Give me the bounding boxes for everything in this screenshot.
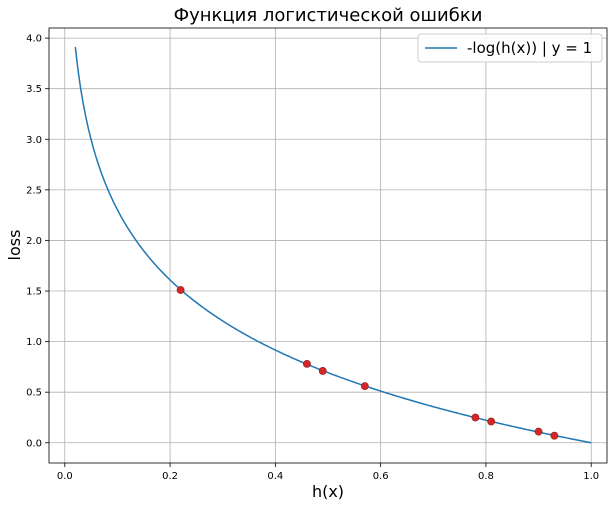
- y-tick-label: 0.0: [26, 438, 42, 449]
- x-tick-label: 0.6: [373, 471, 389, 482]
- grid-lines: [49, 28, 607, 463]
- data-point: [471, 413, 480, 422]
- x-axis-ticks: 0.0 0.2 0.4 0.6 0.8 1.0: [57, 463, 599, 482]
- legend-box: [417, 33, 603, 63]
- legend: -log(h(x)) | y = 1: [417, 33, 603, 63]
- x-tick-label: 0.2: [162, 471, 178, 482]
- plot-frame: [48, 27, 608, 464]
- legend-series-label: -log(h(x)) | y = 1: [467, 39, 592, 57]
- data-point: [318, 367, 327, 375]
- y-tick-label: 2.5: [26, 185, 42, 196]
- y-axis-ticks: 0.0 0.5 1.0 1.5 2.0 2.5 3.0 3.5 4.0: [26, 34, 49, 449]
- x-tick-label: 0.0: [57, 471, 73, 482]
- points-layer: [176, 286, 559, 440]
- data-point: [176, 286, 185, 294]
- x-tick-label: 0.8: [478, 471, 494, 482]
- y-tick-label: 4.0: [26, 34, 42, 45]
- data-point: [360, 382, 369, 391]
- x-tick-label: 0.4: [267, 471, 283, 482]
- y-tick-label: 3.0: [26, 135, 42, 146]
- x-axis-label: h(x): [312, 482, 344, 501]
- data-point: [487, 417, 496, 426]
- data-point: [303, 359, 311, 368]
- chart-title: Функция логистической ошибки: [174, 5, 483, 26]
- y-tick-label: 3.5: [26, 84, 42, 95]
- y-tick-label: 1.0: [26, 337, 42, 348]
- series-layer: [74, 46, 592, 444]
- y-tick-label: 1.5: [26, 287, 42, 298]
- y-tick-label: 2.0: [26, 236, 42, 247]
- x-tick-label: 1.0: [583, 471, 599, 482]
- y-tick-label: 0.5: [26, 388, 42, 399]
- data-point: [534, 427, 543, 436]
- data-point: [550, 431, 559, 440]
- y-axis-label: loss: [5, 230, 24, 261]
- series-line: [74, 46, 592, 444]
